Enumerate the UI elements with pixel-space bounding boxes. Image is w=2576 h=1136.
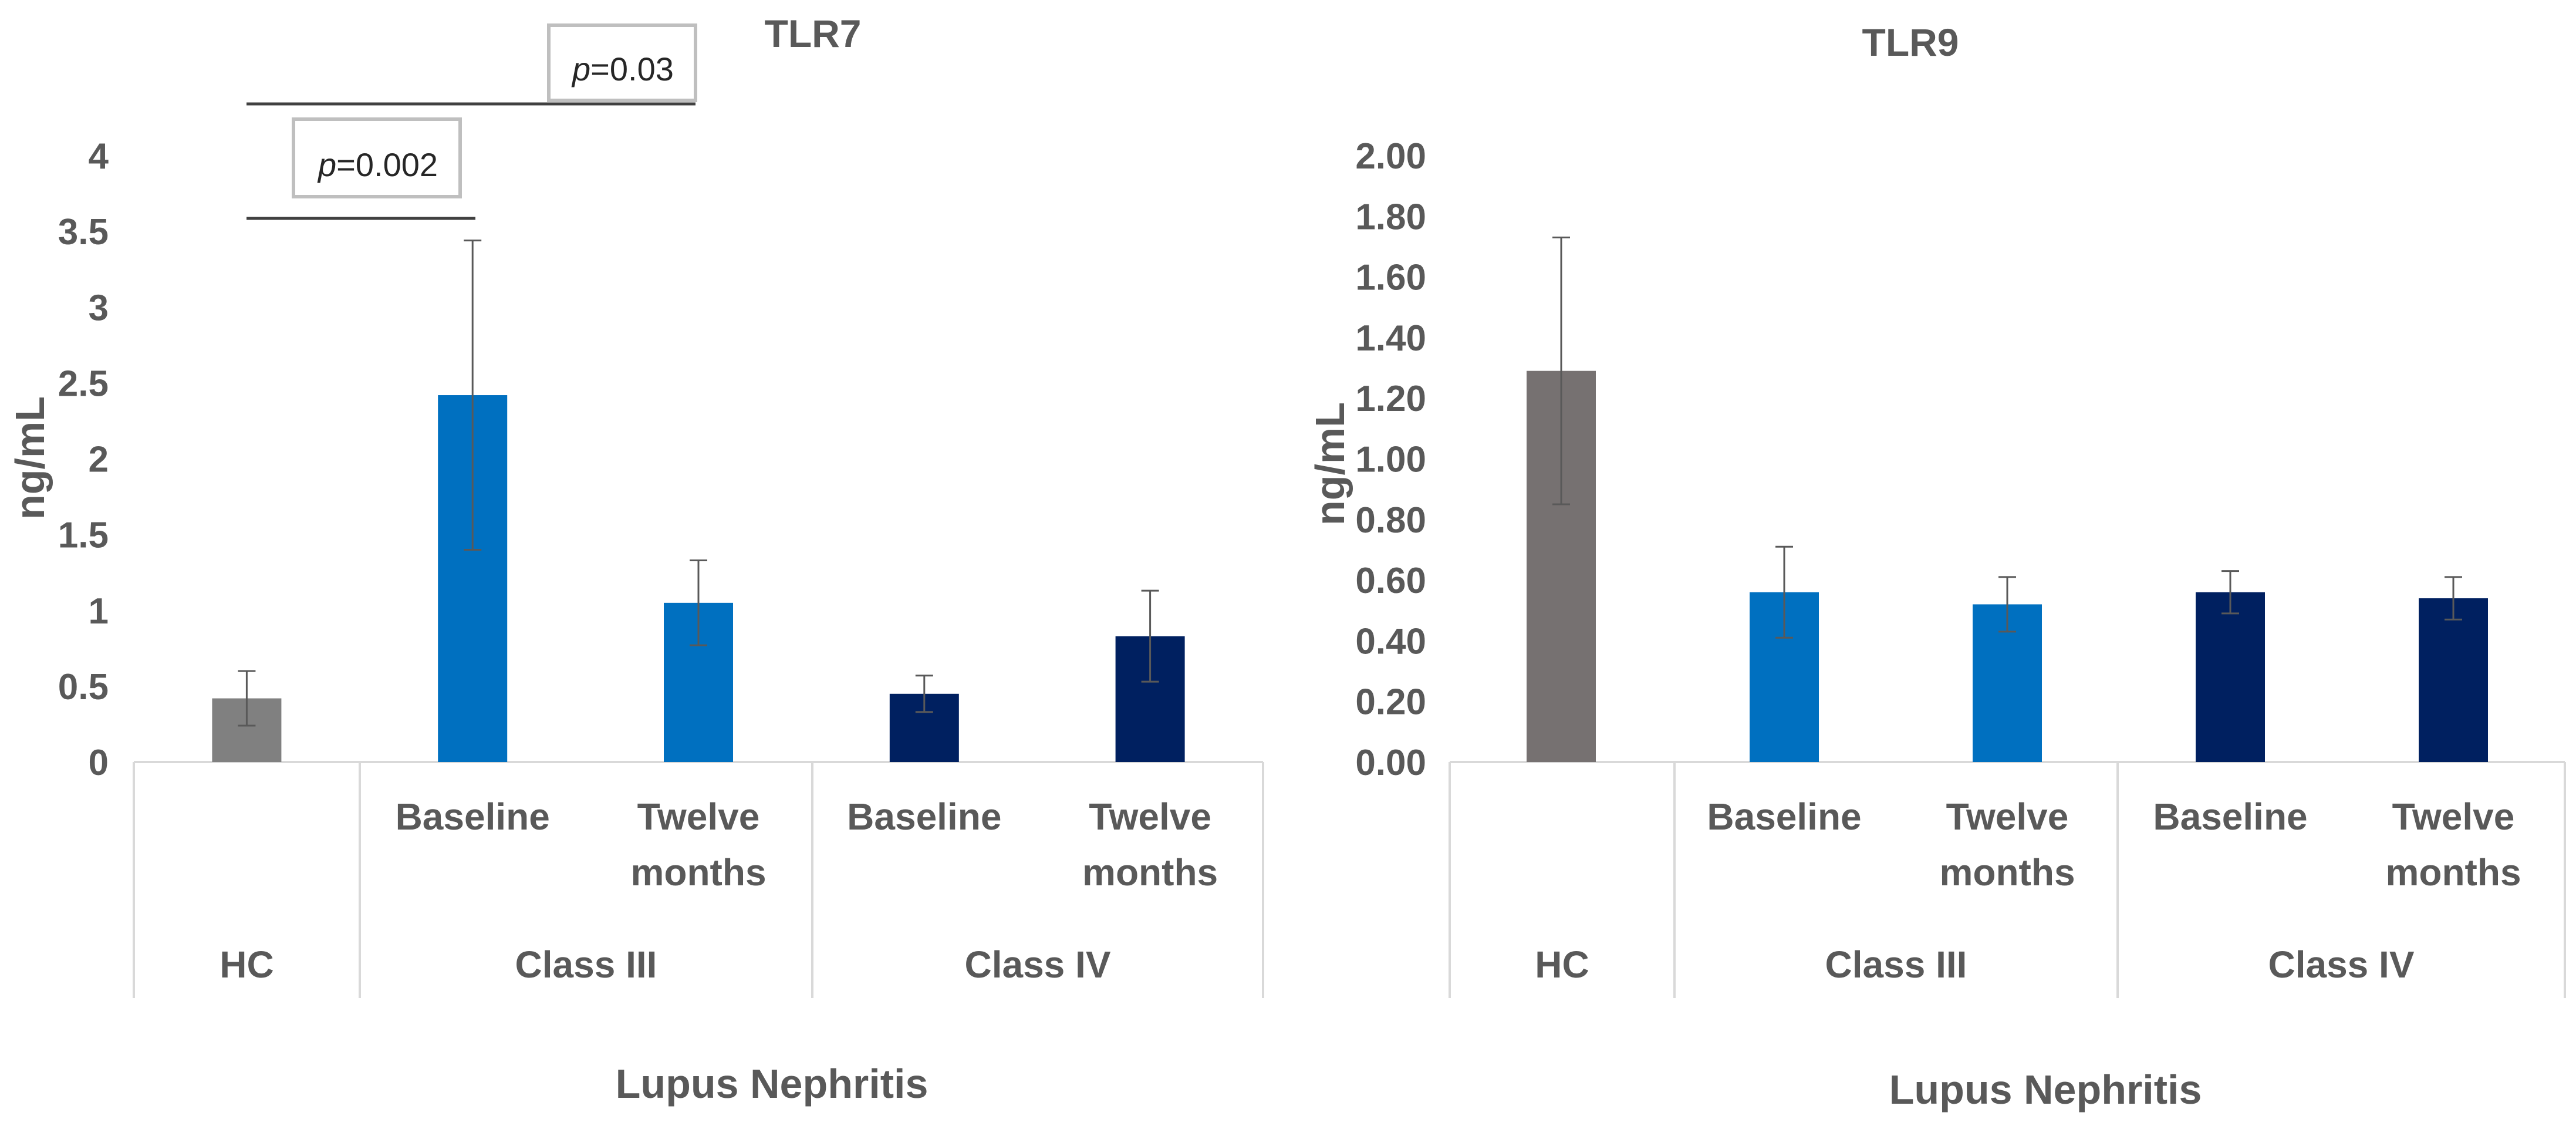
group-label: Class IV	[964, 943, 1110, 986]
tlr7-category-labels: Baseline Twelve months Baseline Twelve months	[396, 795, 1218, 894]
y-tick-label: 0.5	[58, 667, 109, 707]
group-label: HC	[220, 943, 274, 986]
tlr9-bars	[1527, 370, 2488, 762]
tlr7-error-bar	[1141, 589, 1159, 683]
y-tick-label: 2	[89, 440, 109, 480]
y-tick-label: 0.20	[1355, 682, 1426, 723]
tlr9-bar	[2419, 598, 2488, 762]
y-tick-label: 1.80	[1355, 197, 1426, 237]
tlr7-x-axis-label: Lupus Nephritis	[616, 1061, 929, 1107]
category-label: Twelve	[2392, 795, 2515, 838]
tlr9-error-bar	[2221, 570, 2239, 615]
tlr7-bars	[212, 395, 1185, 762]
y-tick-label: 3	[89, 288, 109, 328]
tlr9-error-bar	[1552, 236, 1570, 505]
tlr9-y-axis-label: ng/mL	[1307, 402, 1353, 525]
tlr7-error-bar	[464, 240, 482, 551]
y-tick-label: 1.20	[1355, 379, 1426, 419]
y-tick-label: 1.00	[1355, 440, 1426, 480]
y-tick-label: 2.00	[1355, 136, 1426, 177]
category-label: months	[1939, 851, 2075, 894]
y-tick-label: 0.00	[1355, 743, 1426, 783]
tlr7-error-bar	[690, 559, 707, 646]
tlr9-chart: TLR9 ng/mL Lupus Nephritis 0.000.200.400…	[1307, 21, 2566, 1113]
tlr7-y-ticks: 0 0.5 1 1.5 2 2.5 3 3.5 4	[58, 136, 109, 783]
y-tick-label: 1.60	[1355, 258, 1426, 298]
category-label: Twelve	[1946, 795, 2069, 838]
category-label: months	[2385, 851, 2521, 894]
category-label: Baseline	[2153, 795, 2307, 838]
category-label: Baseline	[1707, 795, 1861, 838]
tlr9-error-bar	[1998, 576, 2016, 633]
group-label: Class III	[515, 943, 657, 986]
y-tick-label: 0	[89, 743, 109, 783]
category-label: months	[1082, 851, 1218, 894]
tlr7-y-axis-label: ng/mL	[7, 396, 53, 520]
y-tick-label: 0.40	[1355, 621, 1426, 662]
tlr9-error-bars	[1552, 236, 2462, 639]
tlr9-error-bar	[2445, 576, 2462, 621]
tlr9-error-bar	[1775, 545, 1793, 639]
tlr7-significance-annotations: p=0.002 p=0.03	[247, 23, 697, 220]
group-label: Class III	[1825, 943, 1967, 986]
p-value-box	[292, 117, 462, 198]
y-tick-label: 2.5	[58, 363, 109, 404]
category-label: Twelve	[1089, 795, 1211, 838]
tlr7-group-labels: HC Class III Class IV	[220, 943, 1111, 986]
category-label: Baseline	[847, 795, 1001, 838]
group-label: HC	[1535, 943, 1589, 986]
p-value-box	[547, 23, 697, 102]
tlr7-chart: TLR7 ng/mL Lupus Nephritis 0 0.5 1 1.5 2 2.5 3…	[7, 12, 1264, 1107]
category-label: Baseline	[396, 795, 550, 838]
tlr7-error-bar	[915, 675, 933, 713]
tlr9-category-labels: Baseline Twelve months Baseline Twelve months	[1707, 795, 2521, 894]
y-tick-label: 1.40	[1355, 318, 1426, 359]
tlr9-group-labels: HC Class III Class IV	[1535, 943, 2415, 986]
tlr9-y-ticks: 0.00 0.20 0.40 0.60 0.80 1.00 1.20 1.40 1.60 1.80…	[1355, 136, 1426, 783]
tlr9-chart-title: TLR9	[1862, 21, 1959, 64]
group-label: Class IV	[2268, 943, 2414, 986]
tlr9-bar	[2196, 592, 2265, 762]
tlr7-error-bars	[238, 240, 1159, 727]
y-tick-label: 1	[89, 591, 109, 632]
tlr7-chart-title: TLR7	[765, 12, 862, 55]
y-tick-label: 3.5	[58, 212, 109, 252]
tlr9-x-axis-label: Lupus Nephritis	[1889, 1067, 2202, 1113]
p-value-label: p=0.002	[317, 146, 438, 183]
y-tick-label: 0.80	[1355, 500, 1426, 541]
y-tick-label: 4	[89, 136, 109, 177]
category-label: Twelve	[637, 795, 760, 838]
p-value-label: p=0.03	[571, 50, 674, 87]
y-tick-label: 0.60	[1355, 561, 1426, 601]
tlr7-error-bar	[238, 670, 256, 727]
y-tick-label: 1.5	[58, 515, 109, 556]
category-label: months	[630, 851, 766, 894]
